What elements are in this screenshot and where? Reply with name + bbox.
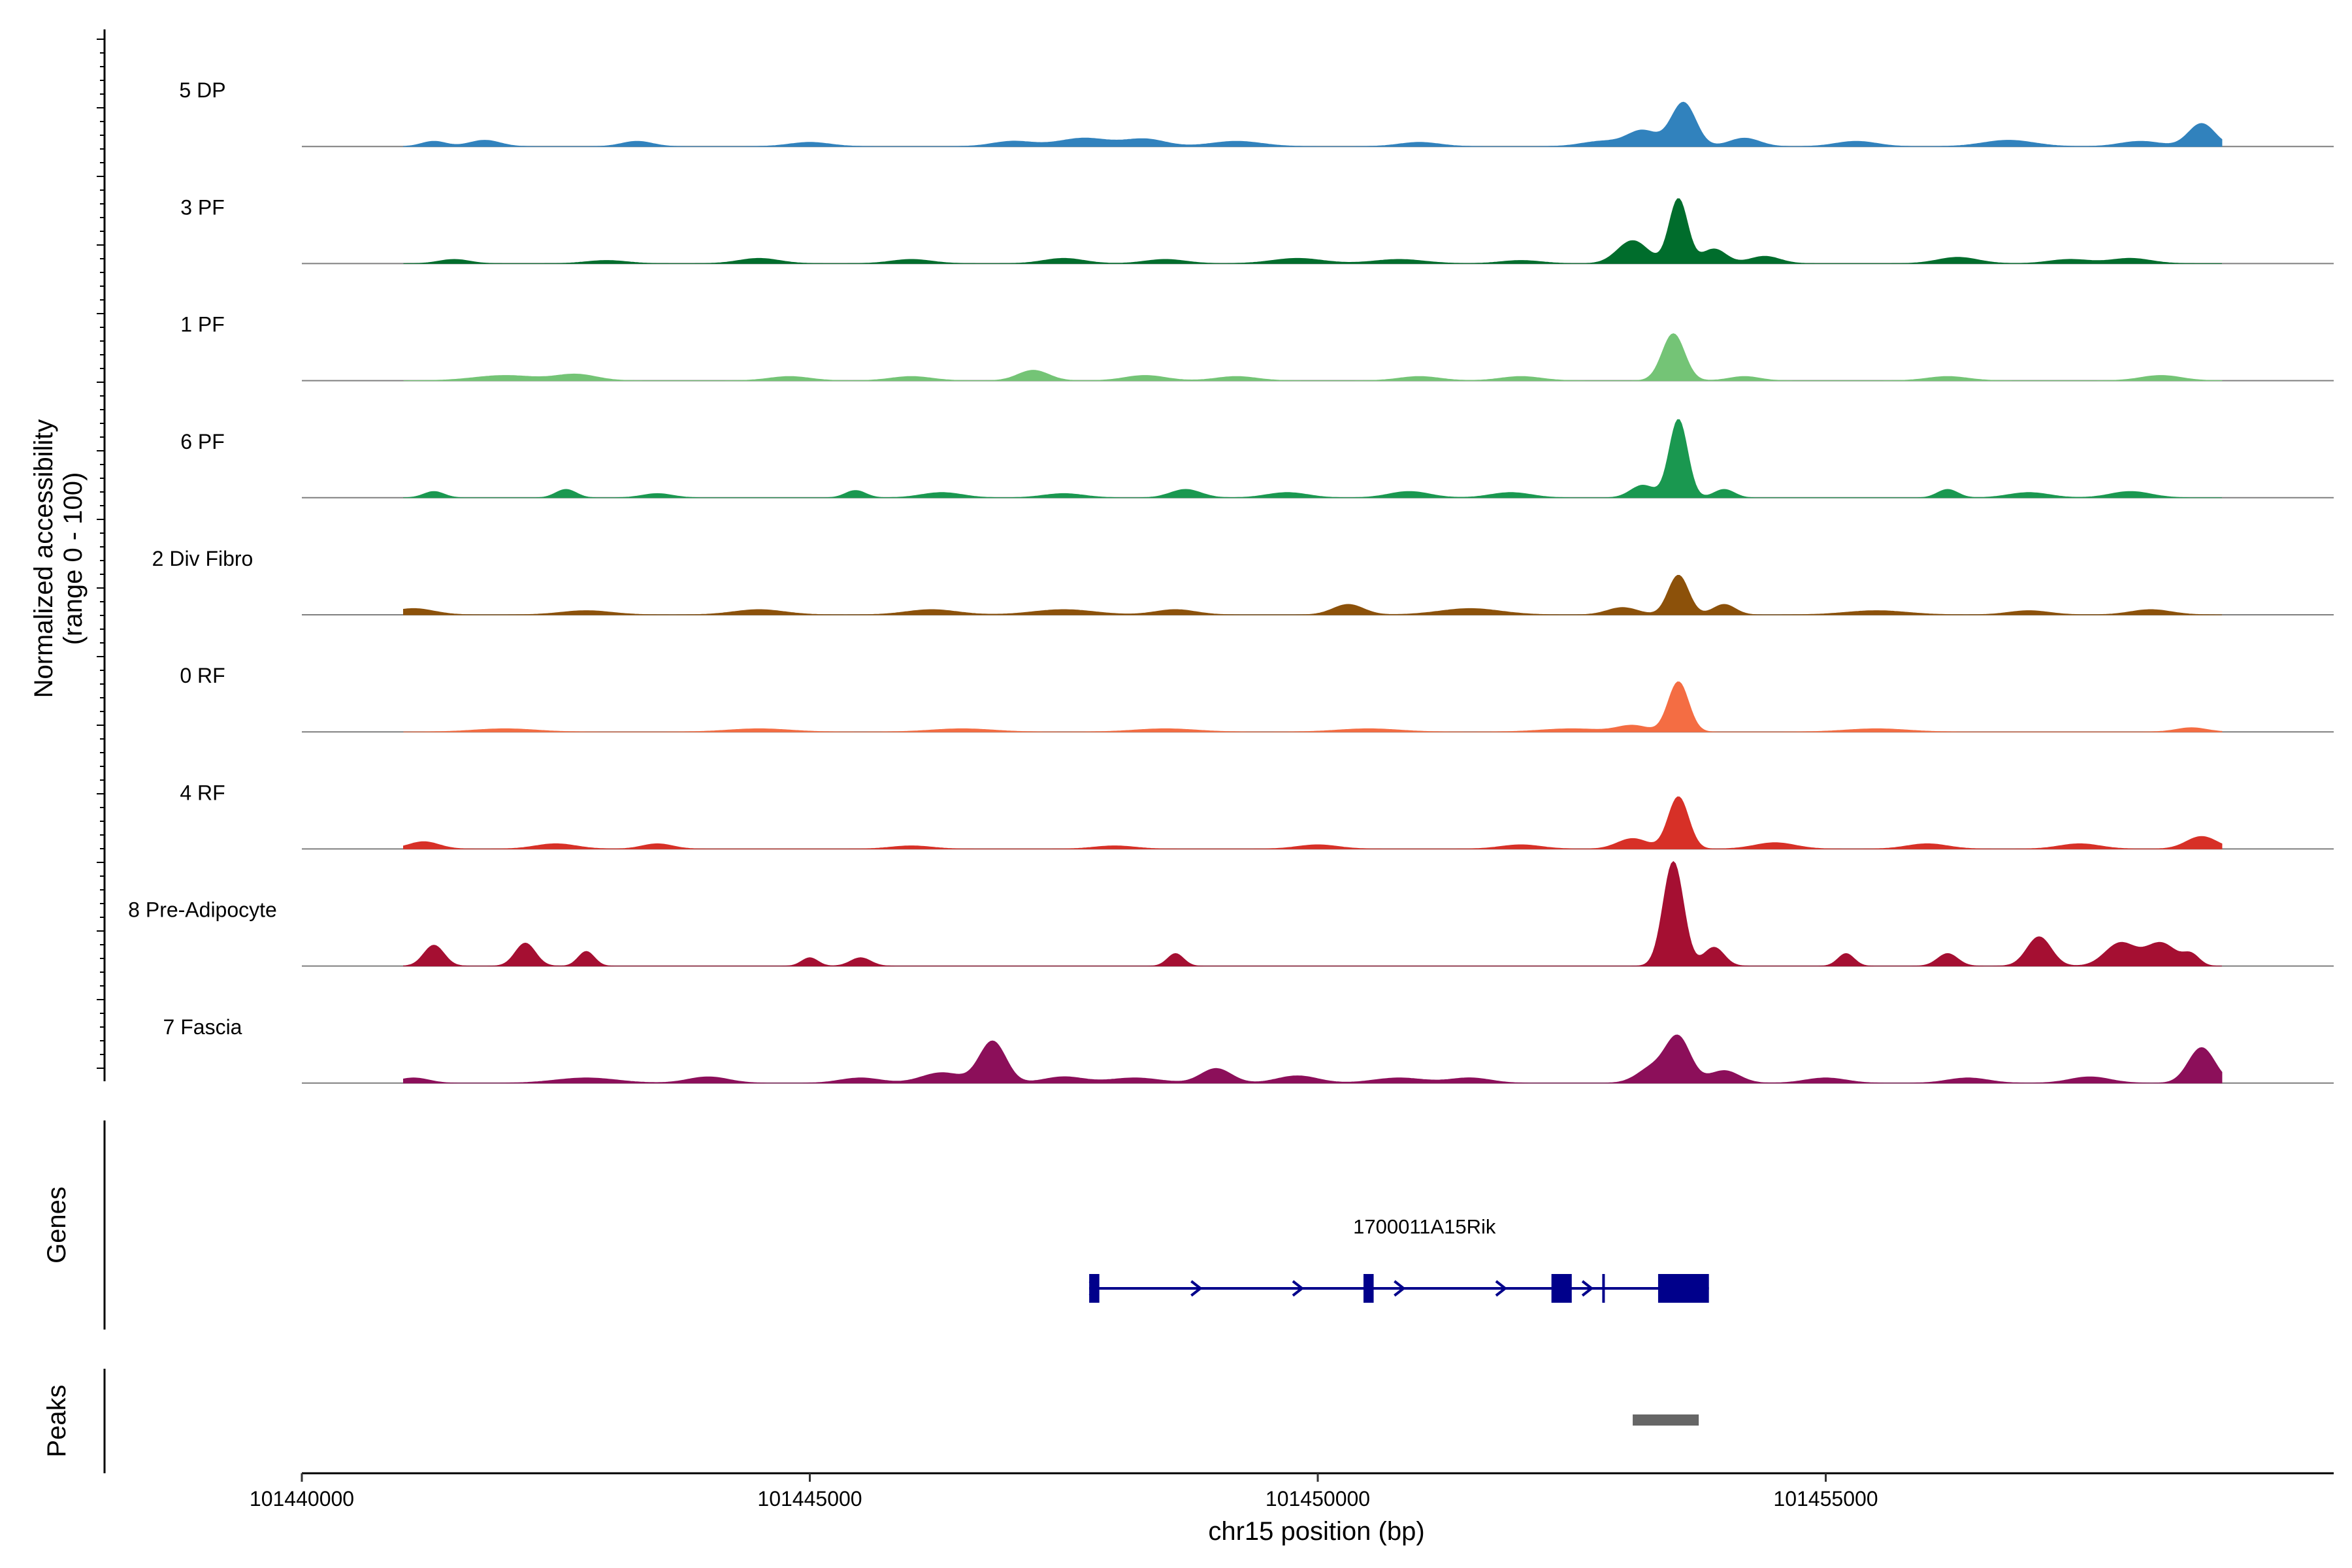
strand-arrow [1394, 1280, 1406, 1297]
track-label: 5 DP [179, 78, 225, 102]
track-2-div-fibro: 2 Div Fibro [152, 547, 2334, 615]
track-label: 7 Fascia [163, 1015, 242, 1039]
coverage-area [403, 681, 2223, 732]
peaks-panel-label: Peaks [42, 1384, 71, 1457]
strand-arrow [1495, 1280, 1508, 1297]
x-tick-label: 101450000 [1266, 1487, 1370, 1511]
track-5-dp: 5 DP [179, 78, 2334, 148]
strand-arrow [1292, 1280, 1305, 1297]
x-axis-label: chr15 position (bp) [1208, 1517, 1424, 1546]
gene-exon [1658, 1274, 1709, 1303]
coverage-area [403, 796, 2223, 849]
gene-exon [1089, 1274, 1100, 1303]
gene-exon [1551, 1274, 1572, 1303]
coverage-area [403, 333, 2223, 382]
gene-exon [1363, 1274, 1374, 1303]
strand-arrow [1581, 1280, 1594, 1297]
peak-track [1633, 1414, 1699, 1426]
coverage-area [403, 419, 2222, 498]
track-label: 6 PF [180, 430, 225, 453]
y-axis-label-line1: Normalized accessibility [29, 419, 58, 698]
coverage-area [403, 101, 2223, 147]
track-label: 2 Div Fibro [152, 547, 253, 570]
y-axis-label-line2: (range 0 - 100) [59, 472, 88, 645]
track-1-pf: 1 PF [180, 313, 2334, 382]
track-label: 4 RF [180, 781, 225, 804]
peak-region [1633, 1414, 1699, 1426]
gene-exon [1602, 1274, 1605, 1303]
track-6-pf: 6 PF [180, 419, 2334, 498]
coverage-area [403, 575, 2222, 615]
x-tick-label: 101455000 [1773, 1487, 1878, 1511]
coverage-area [403, 198, 2222, 264]
track-label: 0 RF [180, 664, 225, 687]
strand-arrow [1190, 1280, 1203, 1297]
track-3-pf: 3 PF [180, 195, 2334, 265]
track-label: 3 PF [180, 195, 225, 219]
track-label: 1 PF [180, 313, 225, 336]
x-axis-ticks: 101440000 101445000 101450000 101455000 [250, 1473, 1878, 1511]
x-tick-label: 101440000 [250, 1487, 354, 1511]
track-label: 8 Pre-Adipocyte [128, 898, 277, 922]
track-8-pre-adipocyte: 8 Pre-Adipocyte [128, 860, 2334, 967]
x-tick-label: 101445000 [757, 1487, 862, 1511]
gene-track: 1700011A15Rik [1088, 1215, 1709, 1303]
genes-panel-label: Genes [42, 1186, 71, 1264]
coverage-area [403, 1034, 2223, 1084]
coverage-area [403, 860, 2222, 967]
track-0-rf: 0 RF [180, 664, 2334, 733]
track-7-fascia: 7 Fascia [163, 1015, 2334, 1084]
gene-name-label: 1700011A15Rik [1353, 1215, 1496, 1238]
coverage-tracks: 5 DP 3 PF 1 PF 6 PF 2 Div Fibro 0 RF 4 RF 8 Pre… [128, 78, 2334, 1084]
track-4-rf: 4 RF [180, 781, 2334, 850]
coverage-y-ticks [97, 39, 105, 1069]
